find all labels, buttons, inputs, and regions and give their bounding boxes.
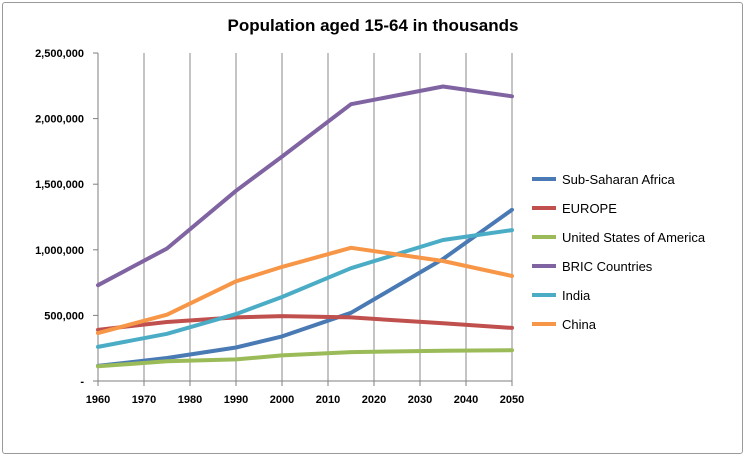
x-tick-label-2010: 2010 xyxy=(316,394,340,406)
x-tick-label-2040: 2040 xyxy=(454,394,478,406)
series-line-china xyxy=(96,245,514,336)
y-axis-ticks: - 500,000 1,000,000 1,500,000 2,000,000 2,500… xyxy=(35,48,98,388)
x-axis-ticks: 1960 1970 1980 1990 2000 2010 2020 2030 2040 2050 xyxy=(86,381,524,406)
x-tick-label-1960: 1960 xyxy=(86,394,110,406)
y-tick-label-4: 2,000,000 xyxy=(35,114,84,126)
y-tick-label-1: 500,000 xyxy=(44,310,84,322)
series-lines xyxy=(96,84,514,369)
series-line-bric-countries xyxy=(96,84,514,288)
axes xyxy=(97,53,512,382)
y-tick-label-0: - xyxy=(80,376,84,388)
x-tick-label-2020: 2020 xyxy=(362,394,386,406)
series-line-india xyxy=(96,228,514,349)
legend-label-bric-countries: BRIC Countries xyxy=(562,259,653,274)
y-tick-label-3: 1,500,000 xyxy=(35,179,84,191)
x-tick-label-2000: 2000 xyxy=(270,394,294,406)
legend-label-united-states-of-america: United States of America xyxy=(562,230,706,245)
chart-title: Population aged 15-64 in thousands xyxy=(228,16,519,35)
legend-label-india: India xyxy=(562,288,591,303)
chart-frame xyxy=(2,2,743,454)
x-tick-label-2030: 2030 xyxy=(408,394,432,406)
series-line-europe xyxy=(96,314,514,332)
legend-label-sub-saharan-africa: Sub-Saharan Africa xyxy=(562,172,676,187)
x-tick-label-1970: 1970 xyxy=(132,394,156,406)
y-tick-label-2: 1,000,000 xyxy=(35,245,84,257)
legend-label-china: China xyxy=(562,317,597,332)
x-tick-label-1980: 1980 xyxy=(178,394,202,406)
series-line-united-states-of-america xyxy=(96,348,514,369)
x-tick-label-1990: 1990 xyxy=(224,394,248,406)
legend: Sub-Saharan Africa EUROPE United States of… xyxy=(532,172,706,332)
y-tick-label-5: 2,500,000 xyxy=(35,48,84,60)
legend-label-europe: EUROPE xyxy=(562,201,617,216)
x-tick-label-2050: 2050 xyxy=(500,394,524,406)
gridlines xyxy=(143,53,513,381)
